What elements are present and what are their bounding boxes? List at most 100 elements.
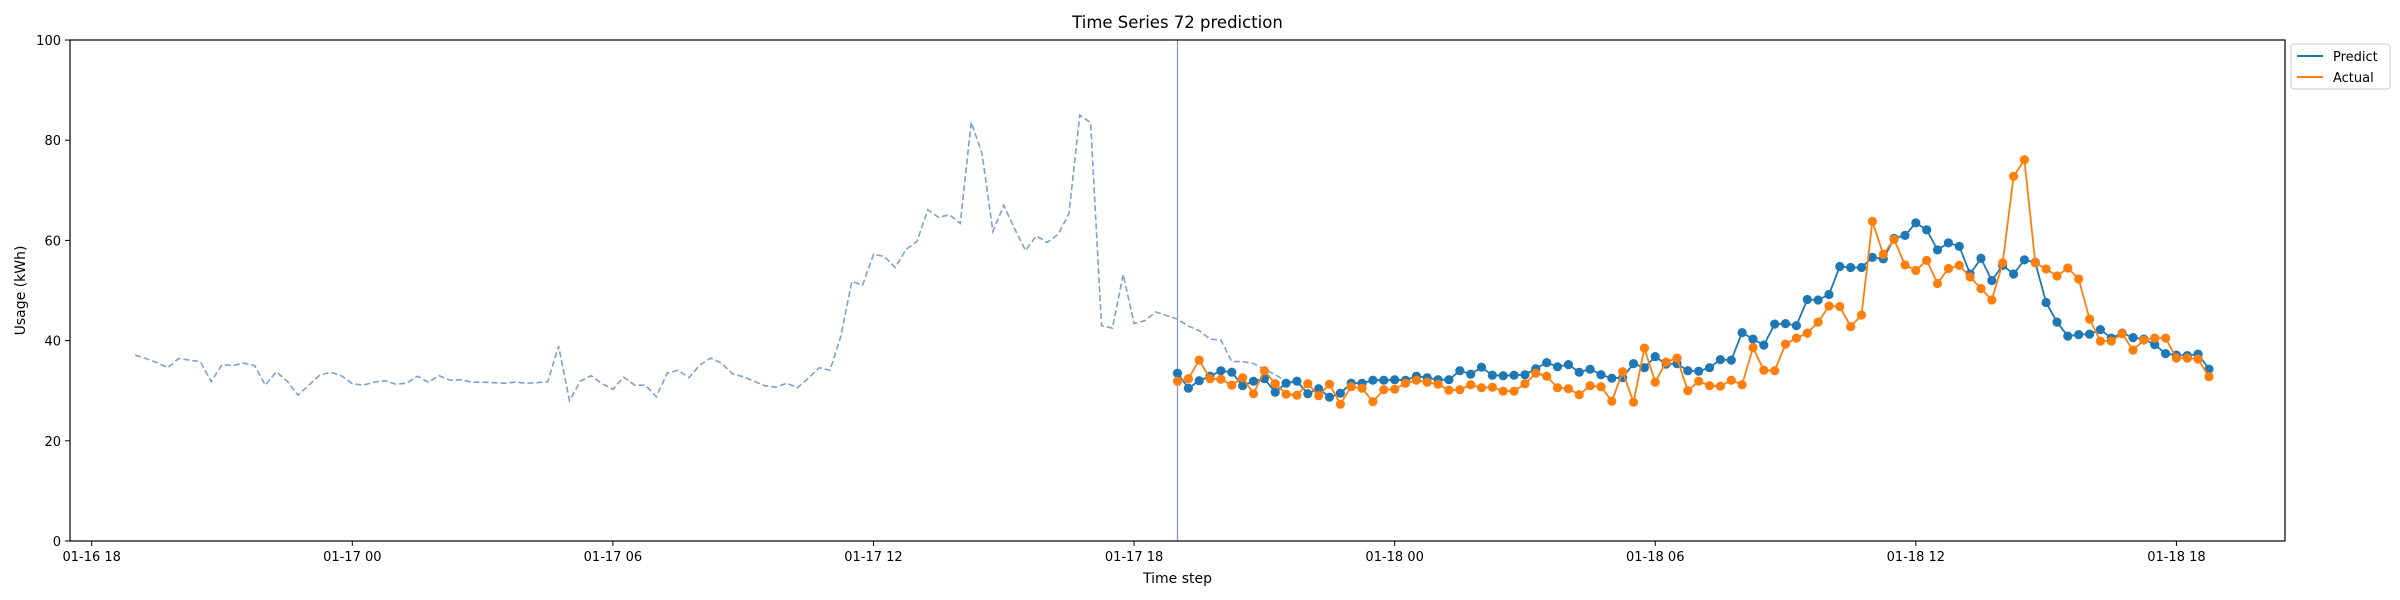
predict-point	[1476, 362, 1487, 372]
actual-point	[1922, 255, 1932, 265]
x-axis: 01-16 18 01-17 00 01-17 06 01-17 12 01-17 18…	[62, 541, 2206, 565]
actual-point	[1770, 366, 1780, 376]
actual-point	[1303, 379, 1313, 389]
actual-point	[1509, 386, 1519, 396]
predict-point	[1466, 369, 1476, 379]
predict-point	[1238, 381, 1248, 391]
y-tick-label: 60	[44, 234, 61, 249]
x-tick-label: 01-17 06	[584, 550, 642, 565]
actual-point	[1987, 295, 1997, 305]
actual-point	[1270, 379, 1280, 389]
predict-point	[1216, 366, 1226, 376]
predict-point	[1824, 289, 1834, 300]
actual-point	[2052, 271, 2062, 281]
actual-point	[1346, 382, 1356, 392]
predict-point	[1802, 294, 1812, 305]
actual-point	[1932, 278, 1943, 289]
predict-point	[1281, 378, 1291, 388]
actual-point	[1737, 380, 1747, 390]
actual-point	[1379, 385, 1389, 395]
predict-point	[1227, 367, 1237, 377]
actual-point	[2117, 329, 2127, 339]
actual-point	[2063, 263, 2073, 273]
predict-point	[1911, 218, 1921, 228]
actual-point	[1433, 379, 1443, 389]
predict-point	[1390, 375, 1400, 385]
actual-point	[2193, 354, 2203, 364]
actual-point	[1900, 260, 1910, 270]
actual-point	[2139, 335, 2149, 345]
predict-point	[1563, 360, 1573, 370]
y-tick-label: 0	[53, 535, 61, 550]
actual-point	[1715, 381, 1725, 391]
predict-point	[1759, 340, 1769, 350]
x-axis-label: Time step	[1142, 571, 1212, 587]
actual-point	[1683, 386, 1693, 396]
actual-point	[1596, 382, 1606, 392]
predict-point	[1976, 253, 1986, 263]
predict-point	[1379, 375, 1389, 385]
plot-area	[134, 40, 2214, 541]
predict-point	[2128, 333, 2138, 343]
predict-point	[1487, 370, 1497, 380]
actual-point	[1878, 249, 1888, 259]
actual-point	[1726, 375, 1736, 385]
predict-point	[1542, 358, 1552, 368]
actual-point	[2106, 336, 2116, 346]
history-line	[134, 113, 1287, 403]
actual-line	[1177, 157, 2210, 406]
actual-point	[1672, 353, 1682, 363]
predict-point	[1639, 363, 1649, 373]
actual-point	[2030, 258, 2040, 268]
plot-frame	[69, 39, 2286, 542]
actual-point	[1824, 301, 1834, 311]
x-tick-label: 01-17 18	[1105, 550, 1163, 565]
actual-point	[2150, 333, 2160, 343]
predict-point	[2150, 340, 2160, 350]
predict-point	[1248, 376, 1259, 386]
actual-point	[1292, 390, 1302, 400]
actual-point	[1422, 377, 1432, 387]
actual-point	[1335, 399, 1345, 409]
actual-point	[1650, 377, 1660, 387]
actual-point	[2019, 155, 2029, 165]
predict-point	[1509, 370, 1519, 380]
predict-point	[1791, 321, 1801, 331]
y-axis: 0 20 40 60 80 100	[36, 34, 70, 550]
actual-point	[1194, 355, 1204, 365]
predict-point	[1726, 355, 1736, 365]
actual-point	[1954, 260, 1964, 270]
x-tick-label: 01-16 18	[62, 550, 120, 565]
actual-point	[1248, 389, 1259, 399]
actual-point	[1574, 390, 1584, 400]
predict-point	[1867, 252, 1877, 262]
actual-point	[1585, 381, 1595, 391]
actual-point	[1476, 383, 1487, 393]
actual-point	[1694, 376, 1704, 386]
actual-point	[2041, 264, 2051, 274]
predict-point	[1324, 392, 1335, 402]
actual-point	[2009, 171, 2019, 181]
predict-point	[1585, 364, 1595, 374]
actual-point	[1498, 386, 1508, 396]
actual-point	[1998, 258, 2008, 268]
predict-point	[2085, 329, 2095, 339]
actual-point	[1813, 317, 1823, 327]
predict-point	[1922, 225, 1932, 235]
predict-point	[2019, 255, 2029, 265]
predict-point	[2063, 331, 2073, 341]
actual-point	[1238, 373, 1248, 383]
predict-point	[1856, 262, 1867, 273]
actual-point	[1965, 272, 1975, 282]
actual-point	[1791, 333, 1801, 343]
actual-point	[2182, 353, 2192, 363]
predict-point	[1455, 366, 1465, 376]
actual-point	[1466, 380, 1476, 390]
actual-point	[1314, 391, 1324, 401]
actual-point	[1607, 396, 1617, 406]
predict-point	[1596, 370, 1606, 380]
actual-point	[1748, 343, 1758, 353]
actual-point	[1281, 389, 1291, 399]
predict-point	[1650, 352, 1660, 362]
predict-point	[1780, 319, 1791, 329]
